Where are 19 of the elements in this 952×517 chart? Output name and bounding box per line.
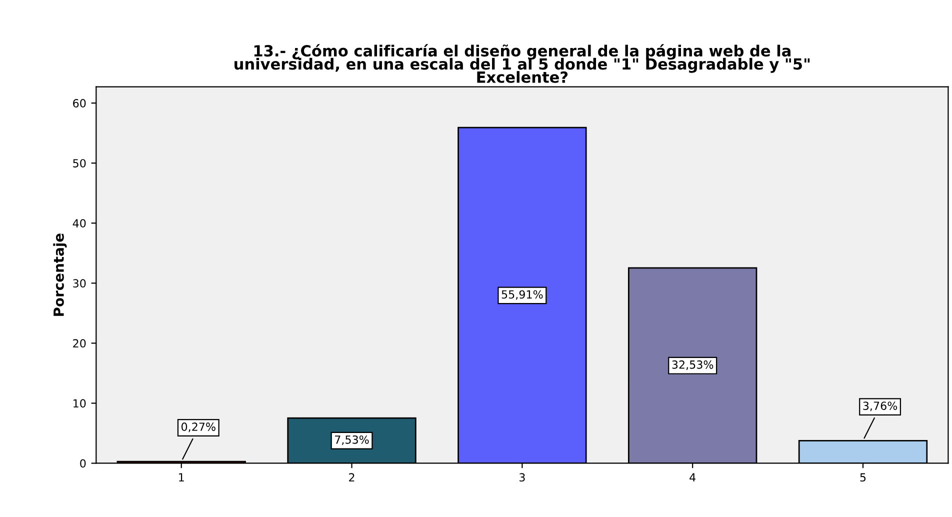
y-tick-label: 20 bbox=[73, 339, 86, 348]
chart-title: 13.- ¿Cómo calificaría el diseño general de la página web de la universidad, en una escala del 1 al 5 donde "1" Desagradable y "5" Excelente? bbox=[234, 44, 810, 83]
x-tick-label: 3 bbox=[519, 473, 525, 482]
x-tick-label: 5 bbox=[860, 473, 866, 482]
y-tick-label: 10 bbox=[74, 399, 86, 408]
x-tick-label: 2 bbox=[349, 473, 354, 482]
data-label: 7,53% bbox=[335, 435, 369, 445]
data-label: 32,53% bbox=[672, 360, 714, 370]
y-tick-label: 0 bbox=[80, 459, 86, 468]
data-label: 0,27% bbox=[181, 422, 216, 432]
y-axis-title: Porcentaje bbox=[53, 234, 67, 316]
y-tick-label: 60 bbox=[73, 99, 86, 108]
y-tick-label: 30 bbox=[73, 279, 86, 288]
x-tick-label: 1 bbox=[179, 473, 184, 482]
y-tick-label: 50 bbox=[73, 159, 86, 168]
x-tick-label: 4 bbox=[690, 473, 696, 482]
data-label: 55,91% bbox=[502, 290, 543, 300]
data-label: 3,76% bbox=[863, 402, 898, 412]
y-tick-label: 40 bbox=[72, 219, 86, 228]
